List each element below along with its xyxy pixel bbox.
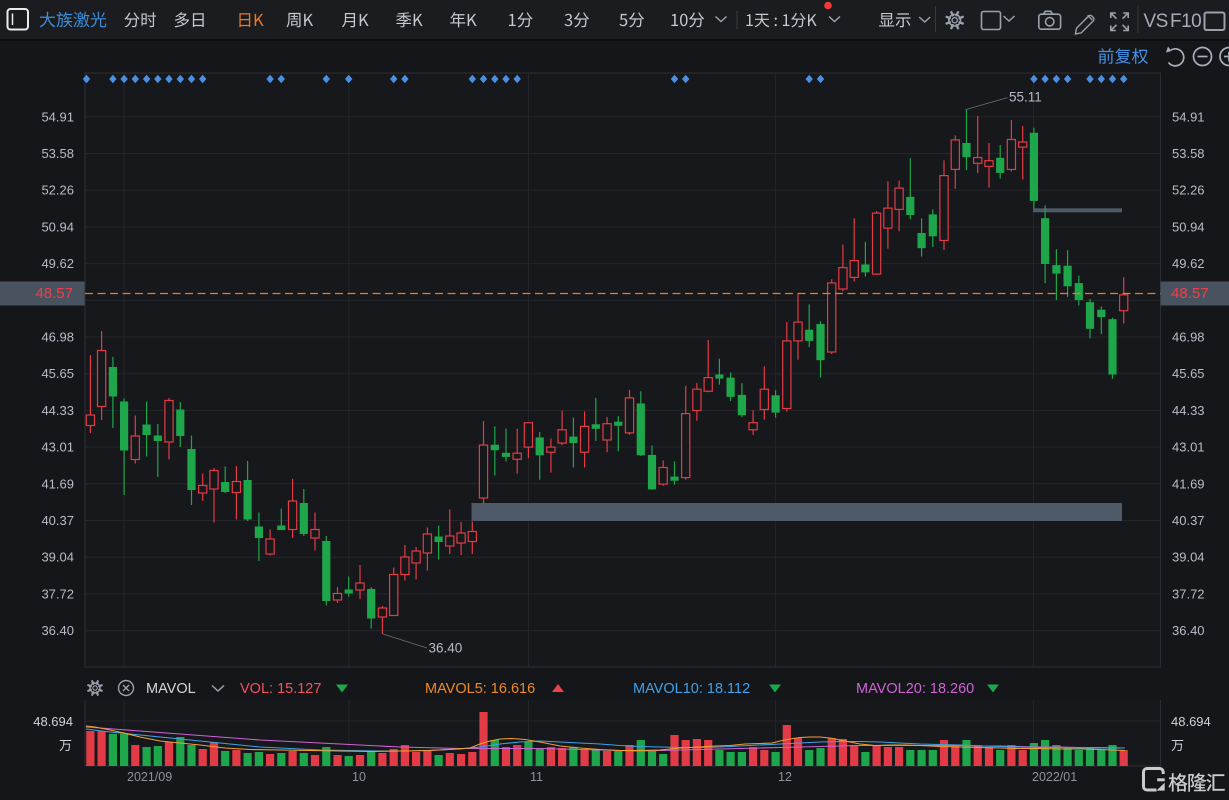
svg-text:MAVOL: MAVOL xyxy=(146,681,196,697)
svg-text:46.98: 46.98 xyxy=(41,330,74,345)
svg-text:52.26: 52.26 xyxy=(1172,183,1205,198)
svg-text:40.37: 40.37 xyxy=(41,513,74,528)
svg-text:VS: VS xyxy=(1144,11,1168,32)
svg-text:44.33: 44.33 xyxy=(1172,403,1205,418)
svg-text:53.58: 53.58 xyxy=(1172,146,1205,161)
svg-text:55.11: 55.11 xyxy=(1009,90,1042,105)
svg-text:54.91: 54.91 xyxy=(41,109,74,124)
svg-text:VOL: 15.127: VOL: 15.127 xyxy=(240,681,321,697)
svg-text:48.694: 48.694 xyxy=(1171,714,1211,729)
svg-text:54.91: 54.91 xyxy=(1172,109,1205,124)
svg-text:MAVOL10: 18.112: MAVOL10: 18.112 xyxy=(633,681,750,697)
svg-text:36.40: 36.40 xyxy=(41,623,74,638)
svg-text:48.694: 48.694 xyxy=(33,714,73,729)
svg-text:50.94: 50.94 xyxy=(41,219,74,234)
svg-text:48.57: 48.57 xyxy=(35,285,73,302)
svg-text:41.69: 41.69 xyxy=(1172,476,1205,491)
svg-text:37.72: 37.72 xyxy=(41,586,74,601)
svg-text:50.94: 50.94 xyxy=(1172,219,1205,234)
svg-text:45.65: 45.65 xyxy=(41,366,74,381)
svg-text:49.62: 49.62 xyxy=(41,256,74,271)
svg-text:53.58: 53.58 xyxy=(41,146,74,161)
svg-text:52.26: 52.26 xyxy=(41,183,74,198)
svg-text:11: 11 xyxy=(530,770,543,784)
svg-text:37.72: 37.72 xyxy=(1172,586,1205,601)
svg-text:36.40: 36.40 xyxy=(429,641,463,656)
svg-text:41.69: 41.69 xyxy=(41,476,74,491)
svg-text:43.01: 43.01 xyxy=(1172,440,1205,455)
svg-text:43.01: 43.01 xyxy=(41,440,74,455)
svg-text:46.98: 46.98 xyxy=(1172,330,1205,345)
svg-text:F10: F10 xyxy=(1170,11,1201,32)
svg-text:36.40: 36.40 xyxy=(1172,623,1205,638)
svg-text:49.62: 49.62 xyxy=(1172,256,1205,271)
svg-text:39.04: 39.04 xyxy=(1172,550,1205,565)
svg-text:MAVOL20: 18.260: MAVOL20: 18.260 xyxy=(856,681,974,697)
svg-text:40.37: 40.37 xyxy=(1172,513,1205,528)
svg-text:2021/09: 2021/09 xyxy=(127,770,172,784)
svg-text:48.57: 48.57 xyxy=(1171,285,1209,302)
svg-text:2022/01: 2022/01 xyxy=(1032,770,1077,784)
svg-text:45.65: 45.65 xyxy=(1172,366,1205,381)
svg-text:39.04: 39.04 xyxy=(41,550,74,565)
svg-text:44.33: 44.33 xyxy=(41,403,74,418)
svg-text:10: 10 xyxy=(352,770,366,784)
svg-text:MAVOL5: 16.616: MAVOL5: 16.616 xyxy=(425,681,535,697)
svg-text:12: 12 xyxy=(778,770,792,784)
